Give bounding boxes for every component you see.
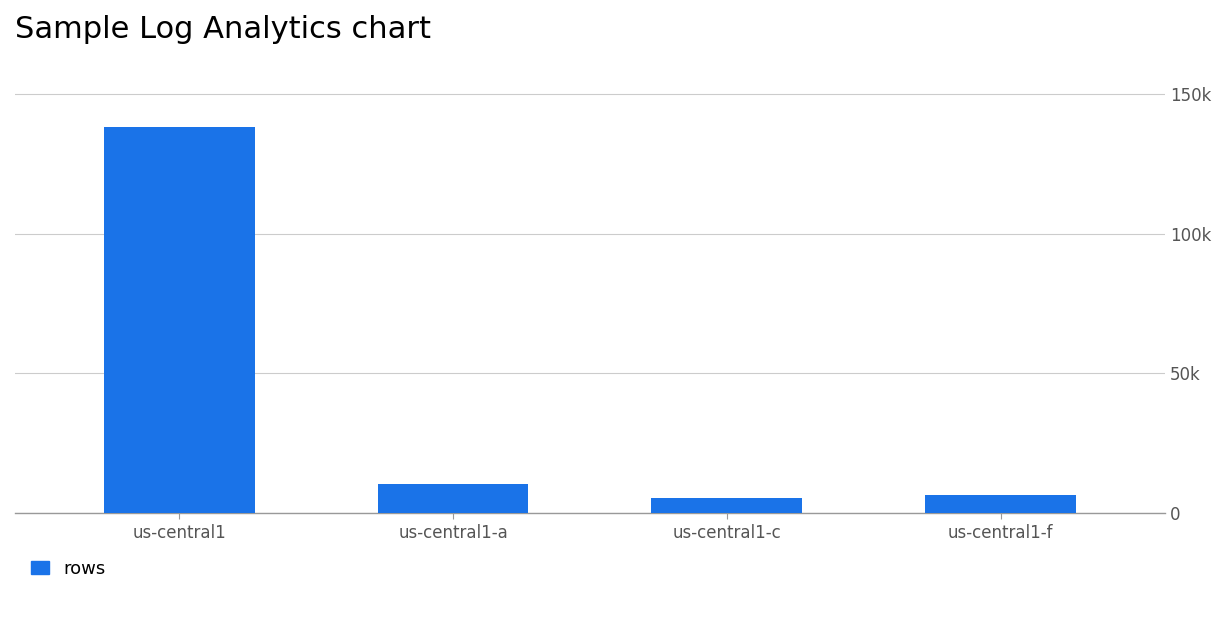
Bar xyxy=(378,484,528,513)
Legend: rows: rows xyxy=(25,552,113,585)
Bar xyxy=(926,495,1075,513)
Bar xyxy=(104,127,255,513)
Bar xyxy=(651,498,802,513)
Text: Sample Log Analytics chart: Sample Log Analytics chart xyxy=(15,15,432,44)
